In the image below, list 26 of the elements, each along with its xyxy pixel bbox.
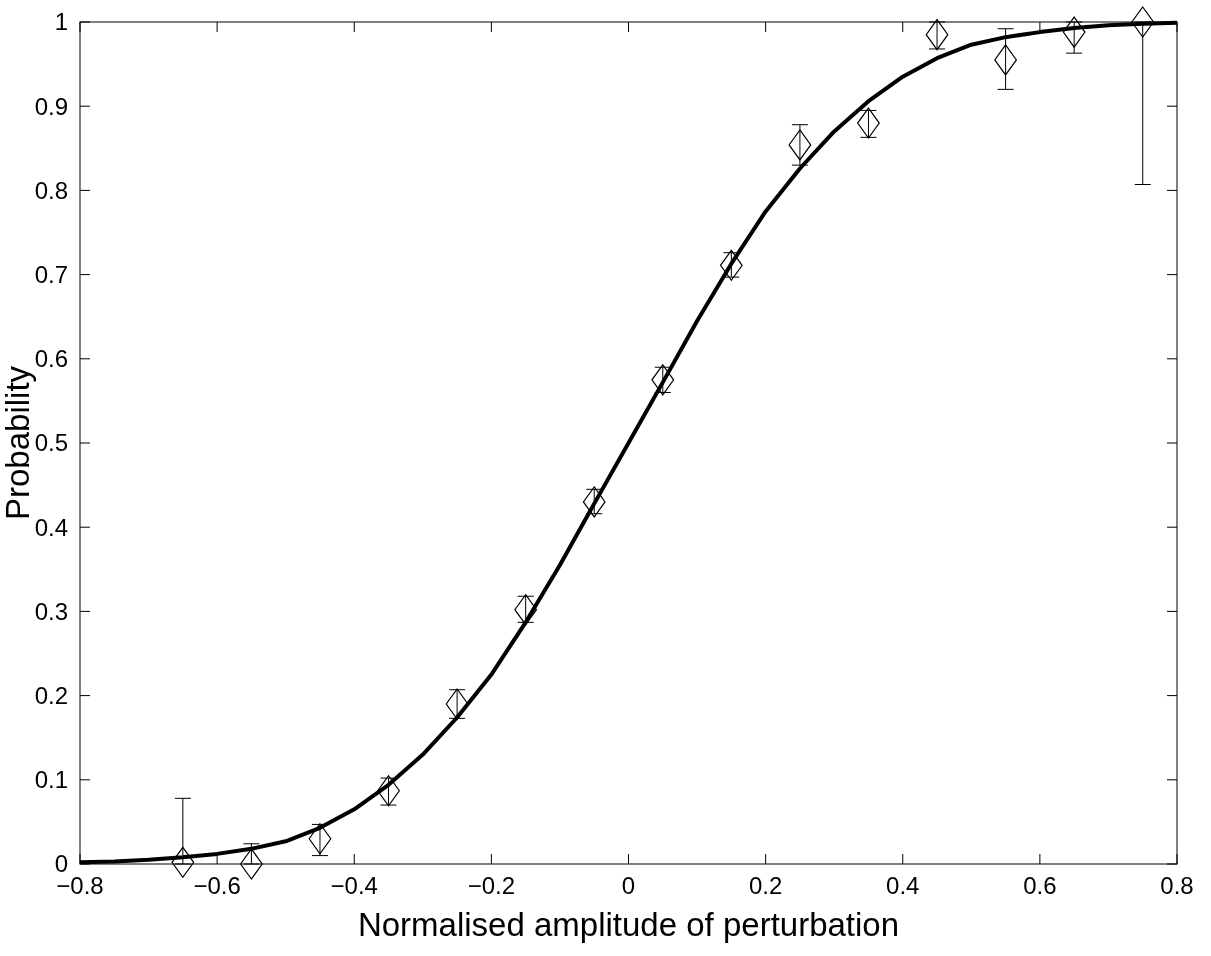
y-tick-label: 0.4 (34, 513, 68, 541)
y-tick-label: 0.2 (34, 682, 68, 709)
point (240, 848, 263, 880)
point (994, 44, 1017, 76)
y-tick-label: 0.1 (34, 766, 68, 794)
y-tick-label: 0.3 (34, 597, 68, 625)
point (788, 129, 812, 161)
y-tick-label: 1 (54, 8, 68, 36)
x-axis-title: Normalised amplitude of perturbation (357, 906, 900, 943)
y-tick-label: 0.7 (34, 261, 68, 288)
x-tick-label: 0.2 (748, 872, 783, 899)
y-tick-label: 0.6 (34, 345, 68, 373)
x-tick-label: −0.6 (193, 872, 241, 899)
point (1131, 6, 1155, 38)
x-tick-label: 0.4 (886, 872, 920, 899)
point (1062, 16, 1086, 48)
y-axis-title: Probability (0, 365, 36, 521)
x-tick-label: 0.6 (1023, 872, 1057, 899)
x-tick-label: 0 (621, 872, 636, 899)
x-tick-label: −0.4 (330, 872, 378, 899)
y-tick-label: 0.5 (34, 429, 68, 457)
point (171, 846, 195, 878)
x-tick-label: −0.2 (467, 872, 516, 899)
x-tick-label: 0.8 (1160, 872, 1194, 899)
y-tick-label: 0.9 (34, 92, 68, 120)
y-tick-label: 0.8 (34, 176, 68, 204)
